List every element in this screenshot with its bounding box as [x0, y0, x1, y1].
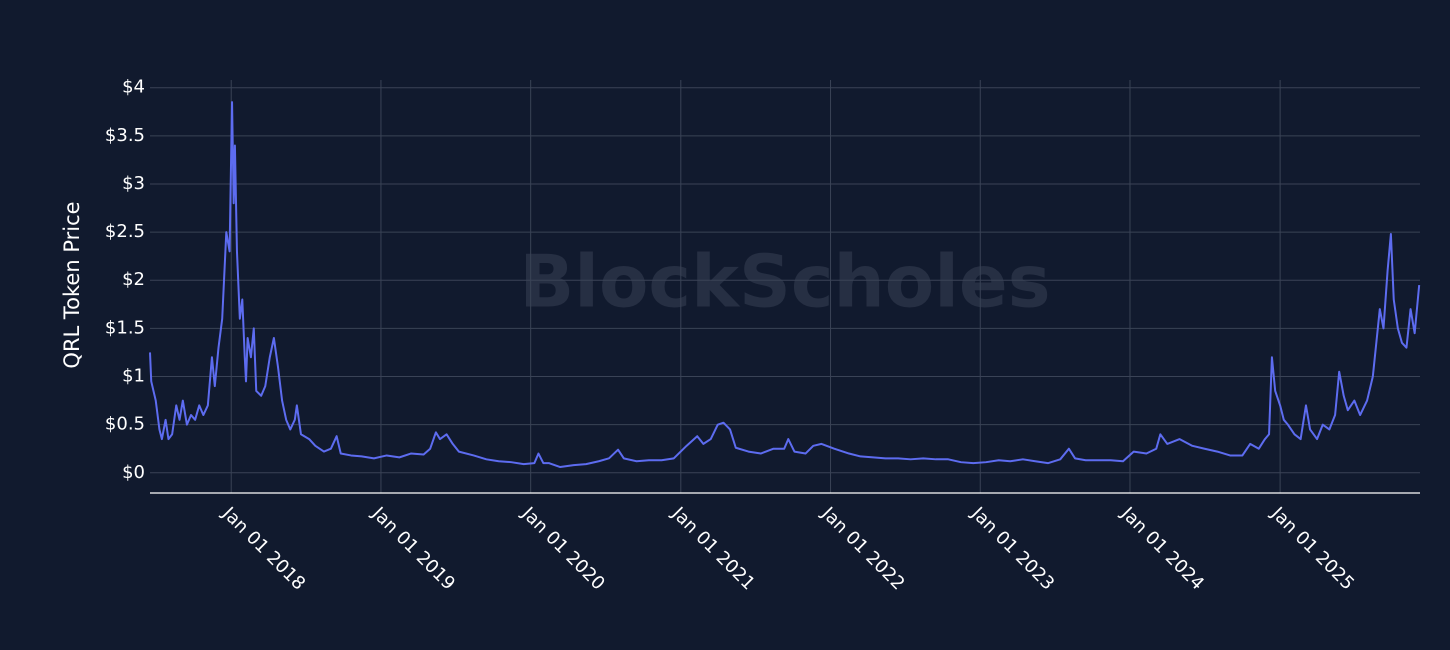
y-tick-label: $2	[122, 269, 145, 290]
y-tick-label: $1.5	[105, 317, 145, 338]
y-tick-label: $0.5	[105, 414, 145, 435]
watermark: BlockScholes	[519, 240, 1050, 324]
y-tick-label: $1	[122, 366, 145, 387]
y-axis-title: QRL Token Price	[60, 201, 84, 368]
y-tick-label: $3.5	[105, 125, 145, 146]
y-tick-label: $3	[122, 173, 145, 194]
y-tick-label: $2.5	[105, 221, 145, 242]
y-tick-label: $0	[122, 462, 145, 483]
y-tick-label: $4	[122, 77, 145, 98]
price-line	[149, 101, 1421, 469]
